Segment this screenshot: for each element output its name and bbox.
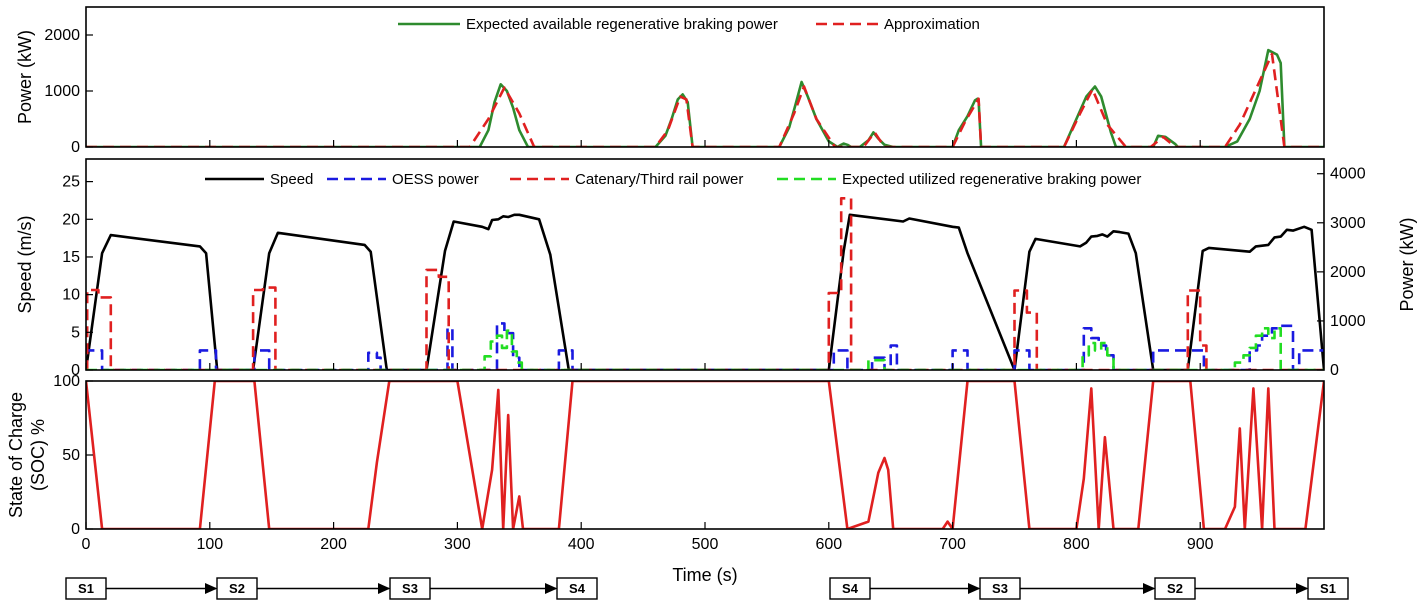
y-axis-label: Speed (m/s): [15, 215, 35, 313]
x-tick-label: 200: [320, 536, 347, 553]
series-line-middle-0: [86, 213, 1324, 370]
y-tick-label: 15: [62, 249, 80, 266]
series-line-middle-1: [86, 322, 1324, 370]
station-label: S1: [1320, 581, 1336, 596]
x-tick-label: 400: [568, 536, 595, 553]
y2-tick-label: 0: [1330, 362, 1339, 379]
series-line-top-0: [86, 48, 1324, 147]
legend-entry-speed: Speed: [205, 171, 313, 188]
legend-label: Speed: [270, 171, 313, 188]
y2-axis-label: Power (kW): [1397, 218, 1417, 312]
legend-entry-approximation: Approximation: [816, 16, 980, 33]
x-tick-label: 300: [444, 536, 471, 553]
station-label: S3: [402, 581, 418, 596]
station-label: S4: [842, 581, 859, 596]
legend-entry-catenary: Catenary/Third rail power: [510, 171, 743, 188]
series-line-top-1: [86, 52, 1324, 147]
station-label: S3: [992, 581, 1008, 596]
y-tick-label: 0: [71, 139, 80, 156]
series-group-top: [86, 48, 1324, 147]
y-tick-label: 5: [71, 324, 80, 341]
legend-entry-utilized: Expected utilized regenerative braking p…: [777, 171, 1141, 188]
series-line-bottom-0: [86, 381, 1324, 529]
legend-label: Expected available regenerative braking …: [466, 16, 778, 33]
legend-top: Expected available regenerative braking …: [398, 16, 980, 33]
x-tick-label: 900: [1187, 536, 1214, 553]
station-label: S1: [78, 581, 94, 596]
panel-top: 0 1000 2000 Power (kW): [15, 6, 1325, 156]
y-axis-label-line-2: (SOC) %: [28, 419, 48, 491]
y-tick-label: 1000: [44, 83, 80, 100]
y-axis-label: Power (kW): [15, 30, 35, 124]
station-label: S2: [1167, 581, 1183, 596]
x-axis-label: Time (s): [672, 565, 737, 585]
y-axis-label-line-1: State of Charge: [6, 392, 26, 518]
y-tick-label: 0: [71, 362, 80, 379]
station-label: S4: [569, 581, 586, 596]
series-line-middle-2: [86, 197, 1324, 370]
y-tick-label: 100: [53, 373, 80, 390]
station-label: S2: [229, 581, 245, 596]
y2-tick-label: 2000: [1330, 264, 1366, 281]
legend-label: Catenary/Third rail power: [575, 171, 743, 188]
y-tick-label: 20: [62, 211, 80, 228]
legend-label: OESS power: [392, 171, 479, 188]
x-tick-label: 100: [196, 536, 223, 553]
station-box: [1307, 577, 1349, 600]
x-tick-label: 0: [82, 536, 91, 553]
panel-bottom: 0 50 100 State of Charge (SOC) % 0 100 200 300 40…: [6, 373, 1325, 585]
series-group-middle: [86, 197, 1324, 370]
legend-entry-available: Expected available regenerative braking …: [398, 16, 778, 33]
legend-label: Expected utilized regenerative braking p…: [842, 171, 1141, 188]
x-tick-label: 600: [815, 536, 842, 553]
station-route-diagram: S1 S2 S3 S4 S4 S3 S2 S1: [65, 577, 1349, 600]
series-group-bottom: [86, 381, 1324, 529]
legend-middle: Speed OESS power Catenary/Third rail power…: [205, 171, 1141, 188]
series-line-middle-3: [86, 326, 1324, 370]
y-tick-label: 0: [71, 521, 80, 538]
y-tick-label: 2000: [44, 27, 80, 44]
y-tick-label: 50: [62, 447, 80, 464]
y2-tick-label: 3000: [1330, 215, 1366, 232]
x-tick-label: 500: [692, 536, 719, 553]
y-tick-label: 10: [62, 287, 80, 304]
panel-middle: 0 5 10 15 20 25 0 1000 2000 3000 4000 Speed (m/s) Po…: [15, 158, 1417, 379]
y-tick-label: 25: [62, 174, 80, 191]
station-box: [556, 577, 598, 600]
y2-tick-label: 4000: [1330, 166, 1366, 183]
x-tick-label: 800: [1063, 536, 1090, 553]
legend-entry-oess: OESS power: [327, 171, 479, 188]
y2-tick-label: 1000: [1330, 313, 1366, 330]
plot-frame-bottom: [85, 380, 1325, 530]
legend-label: Approximation: [884, 16, 980, 33]
x-tick-label: 700: [939, 536, 966, 553]
